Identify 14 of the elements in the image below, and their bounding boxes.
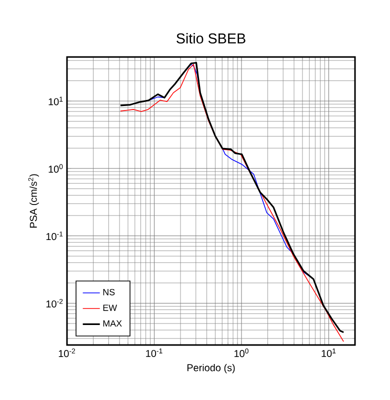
x-tick-label: 10$^{1}$	[322, 348, 336, 358]
y-tick-label: 10$^{-2}$	[46, 298, 63, 308]
legend-label: MAX	[103, 320, 122, 326]
x-axis-title: Periodo (s)	[187, 364, 235, 374]
legend-label: NS	[103, 288, 115, 296]
legend-label: EW	[103, 304, 118, 311]
y-tick-label: 10$^{1}$	[48, 96, 63, 106]
x-tick-label: 10$^{-2}$	[58, 348, 76, 358]
y-tick-label: 10$^{0}$	[48, 164, 63, 173]
chart-title: Sitio SBEB	[176, 32, 246, 44]
y-tick-label: 10$^{-1}$	[46, 232, 63, 240]
x-tick-label: 10$^{-1}$	[146, 348, 162, 358]
x-tick-label: 10$^{0}$	[234, 348, 248, 358]
y-axis-title: PSA (cm/s$^{2}$)	[28, 174, 39, 228]
